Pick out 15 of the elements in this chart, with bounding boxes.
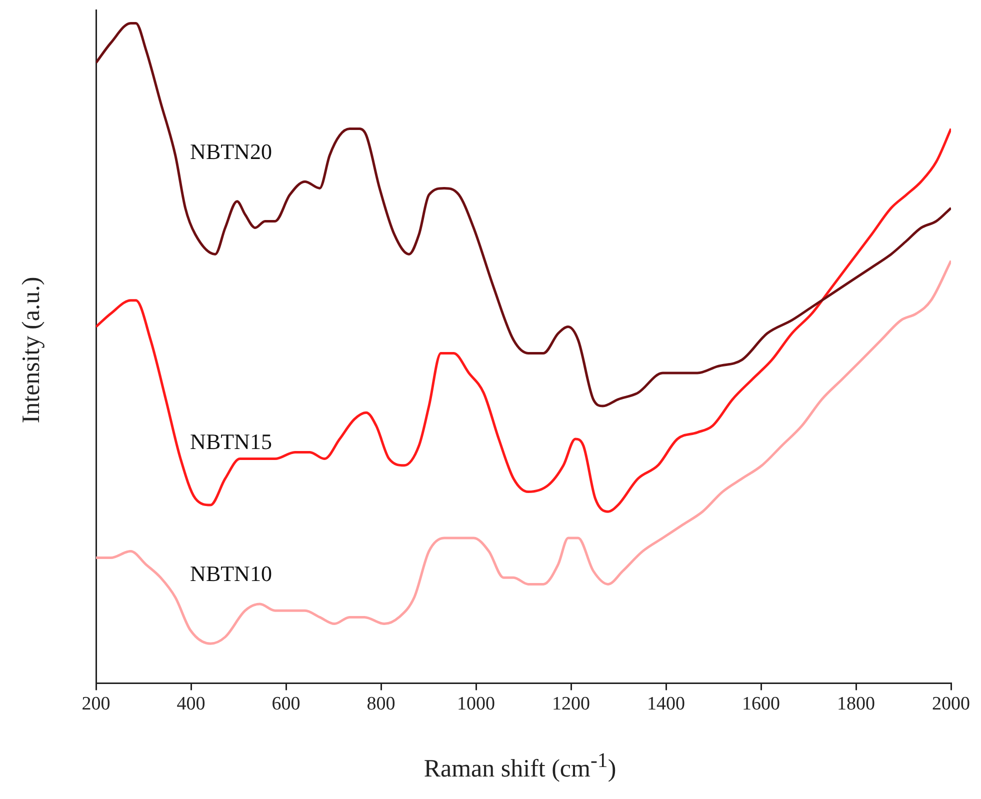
x-tick-label: 1400 <box>647 694 685 715</box>
series-label: NBTN15 <box>190 429 272 454</box>
x-tick-label: 1000 <box>457 694 495 715</box>
x-tick-label: 2000 <box>932 694 970 715</box>
x-tick-label: 400 <box>176 694 206 715</box>
x-tick-label: 1600 <box>742 694 780 715</box>
x-tick-label: 1800 <box>837 694 875 715</box>
x-tick-label: 600 <box>272 694 300 715</box>
x-tick-label: 200 <box>82 694 110 715</box>
x-tick-label: 800 <box>366 694 396 715</box>
x-tick-label: 1200 <box>552 694 590 715</box>
series-label: NBTN20 <box>190 138 272 164</box>
y-axis-title: Intensity (a.u.) <box>18 276 46 424</box>
series-label: NBTN10 <box>190 561 272 586</box>
x-axis-title: Raman shift (cm$^{-1}$) <box>422 748 618 784</box>
